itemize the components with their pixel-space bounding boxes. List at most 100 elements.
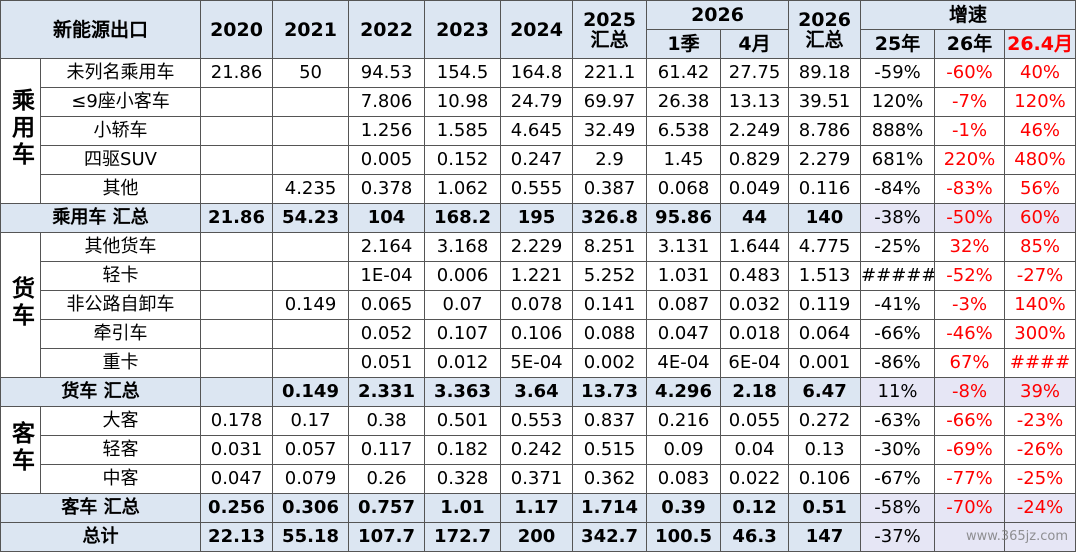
value-cell: 0.001 — [788, 348, 862, 378]
value-cell: 0.371 — [500, 464, 574, 494]
value-cell: #### — [1004, 348, 1076, 378]
value-cell: 44 — [720, 203, 790, 233]
value-cell: 1.714 — [572, 493, 648, 523]
value-cell: 1.031 — [646, 261, 722, 291]
value-cell: 154.5 — [424, 58, 502, 88]
value-cell: 100.5 — [646, 522, 722, 552]
value-cell: -83% — [934, 174, 1006, 204]
value-cell: 11% — [860, 377, 936, 407]
value-cell: -77% — [934, 464, 1006, 494]
value-cell: 3.363 — [424, 377, 502, 407]
data-row: 中客 0.047 0.079 0.26 0.328 0.371 0.362 0.083 0.02… — [1, 464, 1076, 494]
value-cell: 342.7 — [572, 522, 648, 552]
year-header: 2021 — [272, 0, 350, 59]
value-cell — [272, 145, 350, 175]
data-row: 客车 大客 0.178 0.17 0.38 0.501 0.553 0.837 0.216 0.0… — [0, 406, 1076, 494]
row-name: 中客 — [39, 464, 202, 494]
value-cell — [200, 87, 274, 117]
value-cell: 61.42 — [646, 58, 722, 88]
value-cell: -3% — [934, 290, 1006, 320]
value-cell: 120% — [1004, 87, 1076, 117]
value-cell: 4.645 — [500, 116, 574, 146]
value-cell: 4.775 — [788, 232, 862, 262]
value-cell — [272, 348, 350, 378]
value-cell: 0.088 — [572, 319, 648, 349]
header-line: 2026 — [798, 8, 851, 31]
value-cell: 0.012 — [424, 348, 502, 378]
value-cell: 6.47 — [788, 377, 862, 407]
value-cell: -60% — [934, 58, 1006, 88]
value-cell: 0.553 — [500, 406, 574, 436]
row-name: 四驱SUV — [39, 145, 202, 175]
value-cell: 3.131 — [646, 232, 722, 262]
value-cell: 0.829 — [720, 145, 790, 175]
row-name: 非公路自卸车 — [39, 290, 202, 320]
row-name: 其他 — [39, 174, 202, 204]
year-header: 2024 — [500, 0, 574, 59]
row-name: 小轿车 — [39, 116, 202, 146]
value-cell: -86% — [860, 348, 936, 378]
value-cell: 0.483 — [720, 261, 790, 291]
subtotal-row: 客车 汇总 0.256 0.306 0.757 1.01 1.17 1.714 0.39 0.1… — [0, 493, 1076, 523]
value-cell: 220% — [934, 145, 1006, 175]
value-cell: -8% — [934, 377, 1006, 407]
group-label: 货车 — [7, 275, 34, 330]
group-cell: 货车 — [0, 232, 41, 378]
value-cell: 140 — [788, 203, 862, 233]
value-cell: 0.051 — [348, 348, 426, 378]
row-name: 其他货车 — [39, 232, 202, 262]
value-cell: -50% — [934, 203, 1006, 233]
row-name: 轻客 — [39, 435, 202, 465]
value-cell: 0.272 — [788, 406, 862, 436]
value-cell: 0.018 — [720, 319, 790, 349]
value-cell: 2.279 — [788, 145, 862, 175]
value-cell: 6.538 — [646, 116, 722, 146]
value-cell: 0.757 — [348, 493, 426, 523]
value-cell: 0.119 — [788, 290, 862, 320]
value-cell: 888% — [860, 116, 936, 146]
value-cell: -41% — [860, 290, 936, 320]
row-name: 货车 汇总 — [0, 377, 202, 407]
value-cell: 200 — [500, 522, 574, 552]
value-cell: 0.182 — [424, 435, 502, 465]
value-cell: 5.252 — [572, 261, 648, 291]
group-cell: 乘用车 — [0, 58, 41, 204]
value-cell: 24.79 — [500, 87, 574, 117]
value-cell: 1.513 — [788, 261, 862, 291]
group-label: 乘用车 — [7, 88, 34, 169]
value-cell: -84% — [860, 174, 936, 204]
value-cell: 0.515 — [572, 435, 648, 465]
value-cell: 40% — [1004, 58, 1076, 88]
value-cell: 22.13 — [200, 522, 274, 552]
value-cell: 69.97 — [572, 87, 648, 117]
value-cell: 0.049 — [720, 174, 790, 204]
value-cell: 1E-04 — [348, 261, 426, 291]
value-cell: 4.235 — [272, 174, 350, 204]
value-cell — [272, 232, 350, 262]
value-cell — [200, 174, 274, 204]
value-cell: 46.3 — [720, 522, 790, 552]
value-cell: -26% — [1004, 435, 1076, 465]
group-cell: 客车 — [0, 406, 41, 494]
value-cell — [272, 116, 350, 146]
value-cell: 39.51 — [788, 87, 862, 117]
value-cell: -30% — [860, 435, 936, 465]
value-cell: 0.216 — [646, 406, 722, 436]
value-cell: 1.644 — [720, 232, 790, 262]
watermark: www.365jz.com — [966, 529, 1068, 544]
group-label: 客车 — [7, 420, 34, 475]
value-cell: 27.75 — [720, 58, 790, 88]
value-cell: -66% — [934, 406, 1006, 436]
value-cell: 26.38 — [646, 87, 722, 117]
value-cell: 4E-04 — [646, 348, 722, 378]
value-cell: 0.078 — [500, 290, 574, 320]
data-row: 四驱SUV 0.005 0.152 0.247 2.9 1.45 0.829 2.279 681… — [1, 145, 1076, 175]
value-cell: 2.18 — [720, 377, 790, 407]
value-cell — [272, 87, 350, 117]
value-cell: -46% — [934, 319, 1006, 349]
value-cell: 21.86 — [200, 203, 274, 233]
value-cell: 0.39 — [646, 493, 722, 523]
value-cell: 0.17 — [272, 406, 350, 436]
value-cell: 0.51 — [788, 493, 862, 523]
